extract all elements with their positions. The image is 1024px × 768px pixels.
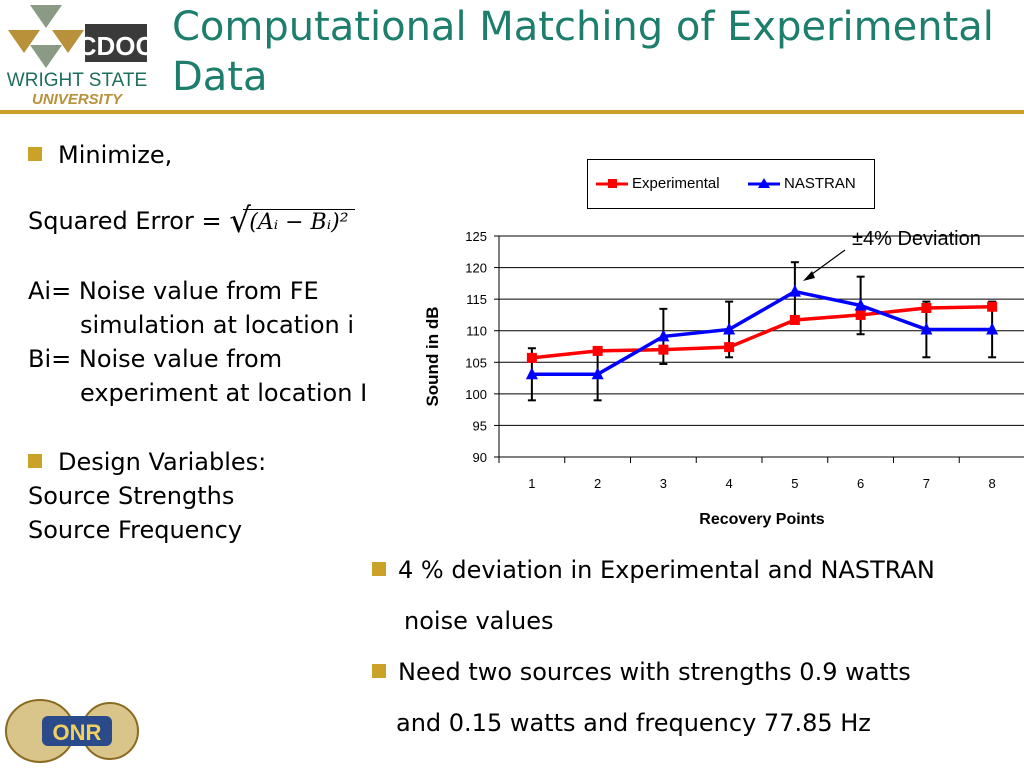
- design-variable-1: Source Strengths: [28, 482, 235, 510]
- point-nastran: [525, 367, 538, 380]
- series-line-experimental: [531, 304, 993, 360]
- bullet-sources: Need two sources with strengths 0.9 watt…: [372, 655, 911, 689]
- ai-line-1: Ai= Noise value from FE: [28, 277, 319, 305]
- squared-error-label: Squared Error =: [28, 207, 222, 235]
- bullet-icon: [372, 664, 386, 678]
- point-nastran: [591, 367, 604, 380]
- point-experimental: [789, 314, 800, 325]
- point-nastran: [854, 298, 867, 311]
- legend-marker-experimental: [608, 179, 617, 188]
- bullet-design-variables: Design Variables:: [28, 445, 266, 479]
- squared-error-line: Squared Error = √ (Aᵢ − Bᵢ)²: [28, 204, 355, 240]
- x-tick-label: 6: [857, 476, 864, 491]
- point-nastran: [723, 322, 736, 335]
- bullet-icon: [28, 454, 42, 468]
- page-title: Computational Matching of Experimental D…: [172, 4, 994, 100]
- point-experimental: [987, 301, 998, 312]
- onr-logo: ONR: [2, 698, 142, 768]
- point-nastran: [986, 322, 999, 335]
- formula: √ (Aᵢ − Bᵢ)²: [229, 204, 355, 238]
- x-tick-label: 3: [660, 476, 667, 491]
- header-divider: [0, 110, 1024, 114]
- deviation-annotation: ±4% Deviation: [852, 228, 981, 250]
- x-tick-label: 5: [791, 476, 798, 491]
- y-tick-label: 110: [466, 324, 487, 339]
- y-tick-label: 100: [465, 387, 487, 402]
- bullet-sources-cont: and 0.15 watts and frequency 77.85 Hz: [396, 709, 871, 737]
- line-chart: 90 95 100 105 110 115 120 125 1 2 3 4 5 6 7 8 Recovery P…: [423, 228, 1024, 528]
- bullet-icon: [372, 562, 386, 576]
- university-logo: CDOC WRIGHT STATE UNIVERSITY: [0, 0, 155, 108]
- design-variable-2: Source Frequency: [28, 516, 243, 544]
- y-tick-label: 105: [465, 355, 487, 370]
- y-tick-label: 95: [473, 418, 487, 433]
- x-axis-label: Recovery Points: [699, 511, 824, 528]
- y-tick-label: 125: [465, 229, 487, 244]
- ai-line-2: simulation at location i: [80, 311, 355, 339]
- point-nastran: [657, 329, 670, 342]
- bi-line-1: Bi= Noise value from: [28, 345, 283, 373]
- x-tick-label: 4: [726, 476, 733, 491]
- svg-text:WRIGHT STATE: WRIGHT STATE: [7, 70, 147, 91]
- bullet-icon: [28, 147, 42, 161]
- point-experimental: [526, 352, 537, 363]
- point-experimental: [855, 309, 866, 320]
- point-nastran: [920, 322, 933, 335]
- bullet-minimize: Minimize,: [28, 138, 172, 172]
- formula-text: (Aᵢ − Bᵢ)²: [249, 210, 349, 235]
- x-tick-label: 2: [594, 476, 601, 491]
- point-experimental: [592, 345, 603, 356]
- x-tick-label: 1: [528, 476, 535, 491]
- bi-line-2: experiment at location I: [80, 379, 368, 407]
- svg-text:UNIVERSITY: UNIVERSITY: [32, 91, 124, 108]
- y-tick-label: 115: [466, 292, 487, 307]
- legend-marker-nastran: [758, 178, 770, 188]
- bullet-text: Minimize,: [58, 141, 173, 169]
- svg-text:CDOC: CDOC: [78, 31, 155, 61]
- bullet-text: 4 % deviation in Experimental and NASTRA…: [398, 556, 935, 584]
- chart-legend: Experimental NASTRAN: [587, 159, 875, 209]
- svg-text:ONR: ONR: [53, 720, 102, 745]
- legend-experimental: Experimental: [632, 175, 720, 192]
- bullet-deviation: 4 % deviation in Experimental and NASTRA…: [372, 553, 935, 587]
- annotation-arrow: [807, 249, 846, 278]
- y-tick-label: 120: [465, 261, 487, 276]
- bullet-text: Design Variables:: [58, 448, 267, 476]
- point-experimental: [658, 344, 669, 355]
- x-tick-label: 8: [989, 476, 996, 491]
- point-experimental: [724, 342, 735, 353]
- annotation-arrowhead: [803, 271, 815, 281]
- point-experimental: [921, 302, 932, 313]
- legend-nastran: NASTRAN: [784, 175, 856, 192]
- y-axis-label: Sound in dB: [423, 306, 442, 406]
- point-nastran: [788, 284, 801, 297]
- bullet-text: Need two sources with strengths 0.9 watt…: [398, 658, 911, 686]
- x-tick-label: 7: [923, 476, 930, 491]
- y-tick-label: 90: [473, 450, 487, 465]
- bullet-deviation-cont: noise values: [404, 607, 554, 635]
- series-line-nastran: [531, 289, 993, 377]
